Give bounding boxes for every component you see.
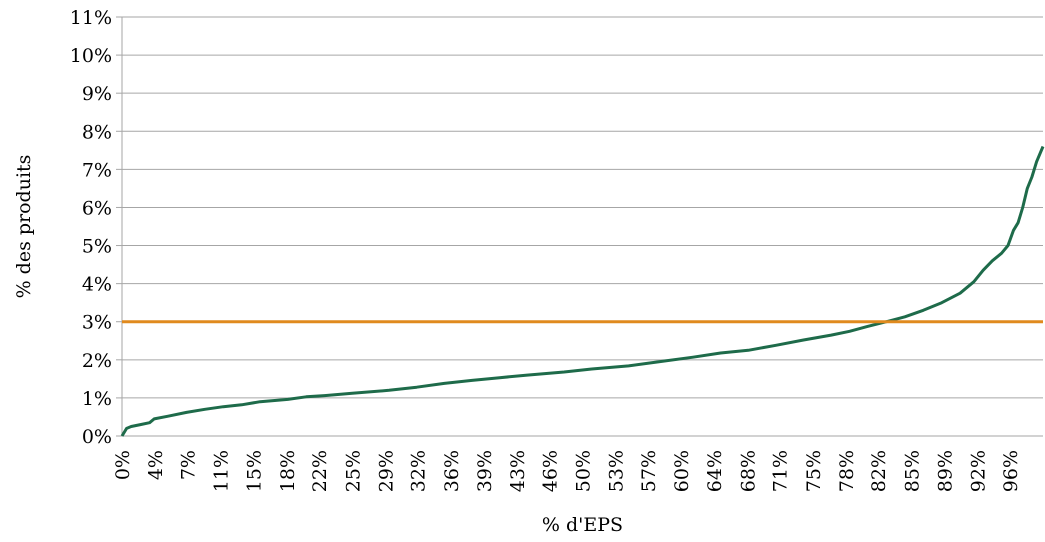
y-tick-label: 11%	[70, 7, 112, 29]
x-tick-label: 15%	[244, 450, 266, 492]
series-lines	[122, 147, 1043, 437]
y-tick-label: 0%	[82, 426, 112, 448]
y-tick-label: 7%	[82, 159, 112, 181]
x-tick-label: 89%	[934, 450, 956, 492]
y-tick-label: 4%	[82, 274, 112, 296]
x-tick-label: 53%	[606, 450, 628, 492]
x-tick-label: 92%	[968, 450, 990, 492]
x-tick-label: 36%	[441, 450, 463, 492]
x-tick-label: 18%	[277, 450, 299, 492]
x-tick-label: 4%	[145, 450, 167, 480]
x-tick-label: 57%	[638, 450, 660, 492]
x-tick-label: 11%	[211, 450, 233, 492]
grid-lines	[116, 17, 1043, 436]
y-tick-labels: 0% 1% 2% 3% 4% 5% 6% 7% 8% 9% 10% 11%	[70, 7, 112, 448]
x-tick-label: 68%	[737, 450, 759, 492]
y-axis-label: % des produits	[13, 155, 35, 299]
x-tick-label: 46%	[539, 450, 561, 492]
x-tick-label: 0%	[112, 450, 134, 480]
y-tick-label: 8%	[82, 121, 112, 143]
x-tick-label: 22%	[309, 450, 331, 492]
y-tick-label: 5%	[82, 236, 112, 258]
series-line	[122, 147, 1043, 437]
x-tick-label: 75%	[803, 450, 825, 492]
x-tick-label: 7%	[177, 450, 199, 480]
x-tick-label: 39%	[474, 450, 496, 492]
x-tick-label: 64%	[704, 450, 726, 492]
x-tick-label: 96%	[1000, 450, 1022, 492]
x-tick-label: 71%	[770, 450, 792, 492]
x-tick-label: 29%	[375, 450, 397, 492]
y-tick-label: 10%	[70, 45, 112, 67]
y-tick-label: 6%	[82, 197, 112, 219]
y-tick-label: 9%	[82, 83, 112, 105]
x-tick-label: 50%	[573, 450, 595, 492]
y-tick-label: 3%	[82, 312, 112, 334]
x-tick-label: 32%	[408, 450, 430, 492]
x-tick-labels: 0% 4% 7% 11% 15% 18% 22% 25% 29% 32% 36% 39% 43% 46% 5…	[112, 450, 1022, 492]
x-tick-label: 78%	[836, 450, 858, 492]
x-axis-label: % d'EPS	[542, 514, 623, 536]
x-tick-label: 43%	[507, 450, 529, 492]
y-tick-label: 1%	[82, 388, 112, 410]
x-tick-label: 60%	[671, 450, 693, 492]
x-tick-label: 25%	[342, 450, 364, 492]
x-tick-label: 85%	[901, 450, 923, 492]
x-tick-label: 82%	[868, 450, 890, 492]
y-tick-label: 2%	[82, 350, 112, 372]
